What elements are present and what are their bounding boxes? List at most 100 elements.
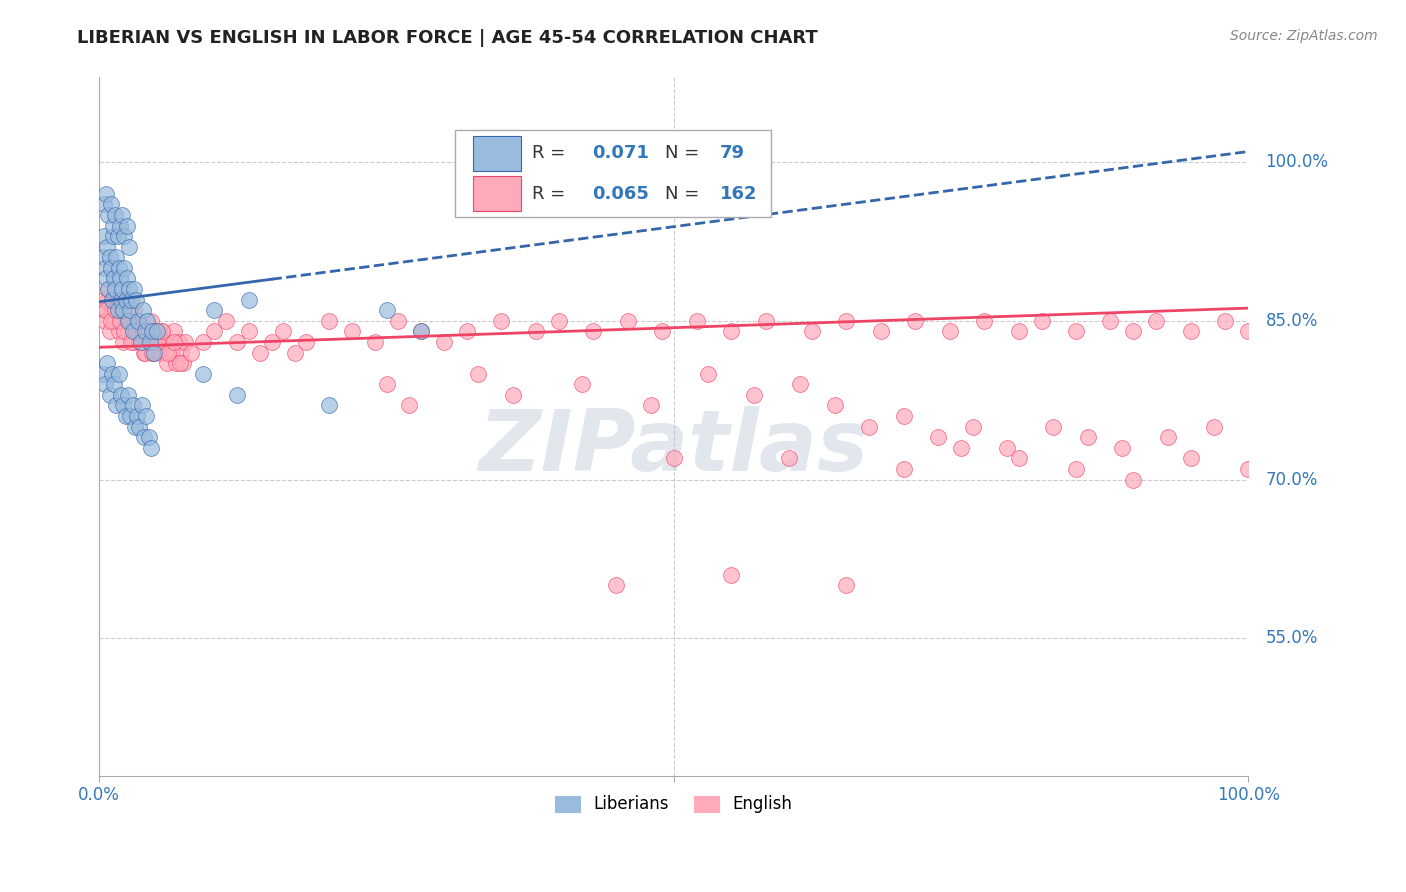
Point [927, 430, 949, 444]
Point [318, 314, 340, 328]
Point [1180, 325, 1202, 339]
Point [101, 293, 124, 307]
Point [433, 334, 456, 349]
Point [114, 409, 136, 423]
Point [146, 334, 169, 349]
Point [104, 282, 127, 296]
Point [1064, 325, 1087, 339]
Point [105, 250, 128, 264]
Point [105, 399, 128, 413]
Point [128, 419, 150, 434]
Point [1042, 419, 1064, 434]
Point [295, 334, 318, 349]
Point [132, 325, 155, 339]
Point [141, 325, 163, 339]
Text: 100.0%: 100.0% [1265, 153, 1329, 171]
Point [111, 282, 134, 296]
Point [202, 325, 225, 339]
Point [271, 325, 294, 339]
Point [152, 325, 174, 339]
Point [163, 334, 186, 349]
Point [456, 325, 478, 339]
Point [120, 314, 142, 328]
Text: R =: R = [533, 145, 571, 162]
Point [117, 388, 139, 402]
Point [132, 303, 155, 318]
Point [143, 325, 166, 339]
Point [617, 314, 640, 328]
Point [835, 314, 858, 328]
Point [121, 399, 143, 413]
Point [249, 345, 271, 359]
Point [111, 208, 134, 222]
Point [107, 293, 129, 307]
Point [111, 303, 134, 318]
Point [904, 314, 927, 328]
Point [114, 229, 136, 244]
Point [145, 325, 167, 339]
Point [869, 325, 891, 339]
FancyBboxPatch shape [456, 130, 772, 217]
Point [1122, 325, 1144, 339]
Point [174, 334, 197, 349]
Point [697, 367, 720, 381]
Point [127, 409, 149, 423]
Point [1064, 462, 1087, 476]
Point [107, 325, 129, 339]
Text: LIBERIAN VS ENGLISH IN LABOR FORCE | AGE 45-54 CORRELATION CHART: LIBERIAN VS ENGLISH IN LABOR FORCE | AGE… [77, 29, 818, 46]
Point [962, 419, 984, 434]
Point [112, 399, 135, 413]
Point [94, 260, 117, 275]
Point [120, 293, 142, 307]
Point [547, 314, 569, 328]
Point [163, 325, 186, 339]
Point [108, 314, 131, 328]
Point [93, 197, 115, 211]
Point [91, 250, 114, 264]
Point [226, 388, 249, 402]
Point [96, 356, 118, 370]
Point [97, 282, 120, 296]
Point [127, 314, 149, 328]
Point [101, 219, 124, 233]
Point [112, 303, 135, 318]
Point [110, 293, 132, 307]
Text: R =: R = [533, 185, 571, 202]
Point [114, 293, 136, 307]
Point [135, 325, 157, 339]
Point [800, 325, 823, 339]
Point [1146, 314, 1168, 328]
Point [165, 356, 187, 370]
Point [139, 441, 162, 455]
Point [387, 314, 409, 328]
Point [110, 314, 132, 328]
Point [1180, 451, 1202, 466]
Text: 0.071: 0.071 [592, 145, 650, 162]
Text: 79: 79 [720, 145, 745, 162]
Point [129, 334, 152, 349]
Point [114, 260, 136, 275]
Point [142, 345, 165, 359]
Point [115, 303, 138, 318]
Point [94, 314, 117, 328]
Text: 70.0%: 70.0% [1265, 471, 1317, 489]
Point [91, 367, 114, 381]
Point [100, 314, 122, 328]
Point [104, 303, 127, 318]
Point [409, 325, 432, 339]
Point [125, 293, 148, 307]
Point [238, 325, 260, 339]
Point [720, 567, 742, 582]
Point [104, 208, 127, 222]
Point [1007, 325, 1029, 339]
Point [107, 367, 129, 381]
Point [108, 271, 131, 285]
Point [1007, 451, 1029, 466]
Point [893, 462, 915, 476]
Point [101, 303, 124, 318]
Point [107, 260, 129, 275]
Point [98, 250, 121, 264]
Point [778, 451, 800, 466]
Point [858, 419, 880, 434]
Point [121, 334, 143, 349]
